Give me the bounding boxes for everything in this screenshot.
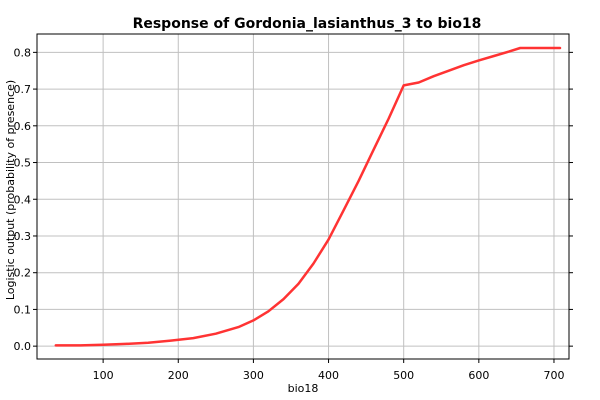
y-tick-label: 0.1 [14, 303, 32, 316]
x-tick-label: 600 [468, 369, 489, 382]
y-tick-label: 0.6 [14, 120, 32, 133]
x-axis-ticks: 100 200 300 400 500 600 700 [93, 359, 564, 382]
x-axis-label: bio18 [288, 382, 319, 395]
y-axis-ticks: 0.0 0.1 0.2 0.3 0.4 0.5 0.6 0.7 0.8 [14, 46, 573, 353]
y-tick-label: 0.3 [14, 230, 32, 243]
grid [37, 34, 569, 359]
response-curve [54, 46, 562, 347]
chart-title: Response of Gordonia_lasianthus_3 to bio… [133, 16, 482, 32]
y-tick-label: 0.4 [14, 193, 32, 206]
y-tick-label: 0.7 [14, 83, 32, 96]
x-tick-label: 700 [543, 369, 564, 382]
y-axis-label: Logistic output (probability of presence… [4, 80, 17, 300]
plot-area [37, 34, 569, 359]
x-tick-label: 400 [318, 369, 339, 382]
x-tick-label: 300 [243, 369, 264, 382]
plot-frame [36, 33, 570, 360]
x-tick-label: 500 [393, 369, 414, 382]
y-tick-label: 0.0 [14, 340, 32, 353]
y-tick-label: 0.5 [14, 157, 32, 170]
x-tick-label: 100 [93, 369, 114, 382]
y-tick-label: 0.2 [14, 267, 32, 280]
y-tick-label: 0.8 [14, 46, 32, 59]
x-tick-label: 200 [168, 369, 189, 382]
